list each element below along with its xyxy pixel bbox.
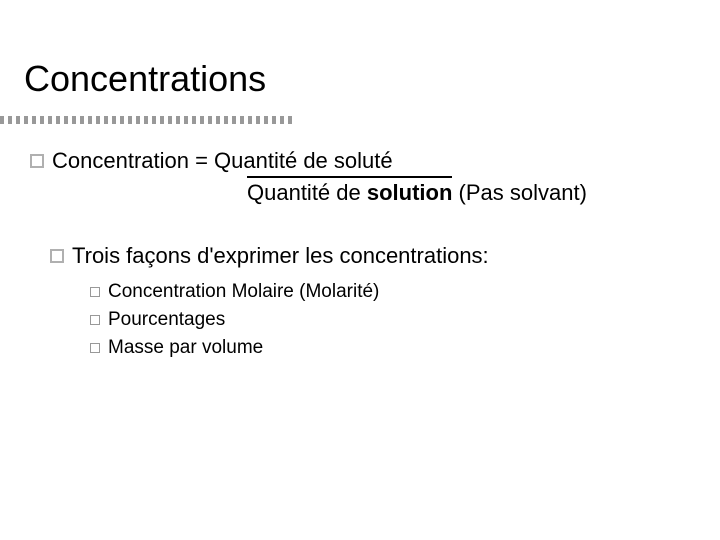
bullet-square-icon	[50, 249, 64, 263]
bullet-item-1: Concentration = Quantité de soluté	[30, 148, 393, 174]
sub-bullet-icon	[90, 287, 100, 297]
sub-item-0: Concentration Molaire (Molarité)	[90, 281, 379, 303]
formula-fraction-line	[247, 176, 452, 178]
denom-part2: (Pas solvant)	[452, 180, 587, 205]
formula-numerator: Quantité de soluté	[214, 148, 393, 173]
sub-text-1: Pourcentages	[108, 309, 225, 331]
page-title: Concentrations	[24, 58, 266, 100]
denom-part1: Quantité de	[247, 180, 367, 205]
formula-denominator: Quantité de solution (Pas solvant)	[247, 180, 587, 206]
sub-bullet-icon	[90, 343, 100, 353]
bullet-text-1: Concentration = Quantité de soluté	[52, 148, 393, 174]
denom-bold: solution	[367, 180, 453, 205]
bullet-item-2: Trois façons d'exprimer les concentratio…	[50, 243, 489, 269]
sub-item-1: Pourcentages	[90, 309, 225, 331]
sub-item-2: Masse par volume	[90, 337, 263, 359]
bullet-text-2: Trois façons d'exprimer les concentratio…	[72, 243, 489, 269]
sub-text-0: Concentration Molaire (Molarité)	[108, 281, 379, 303]
bullet-square-icon	[30, 154, 44, 168]
title-underline	[0, 116, 295, 124]
sub-bullet-icon	[90, 315, 100, 325]
sub-text-2: Masse par volume	[108, 337, 263, 359]
formula-prefix: Concentration =	[52, 148, 214, 173]
